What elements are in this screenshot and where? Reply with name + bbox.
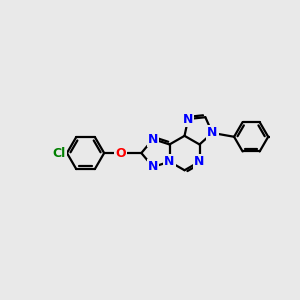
Text: Cl: Cl	[52, 146, 66, 160]
Text: N: N	[148, 133, 158, 146]
Text: N: N	[183, 112, 193, 125]
Text: N: N	[164, 155, 175, 168]
Text: N: N	[194, 155, 205, 168]
Text: N: N	[148, 160, 158, 173]
Text: O: O	[115, 146, 126, 160]
Text: N: N	[207, 126, 218, 140]
